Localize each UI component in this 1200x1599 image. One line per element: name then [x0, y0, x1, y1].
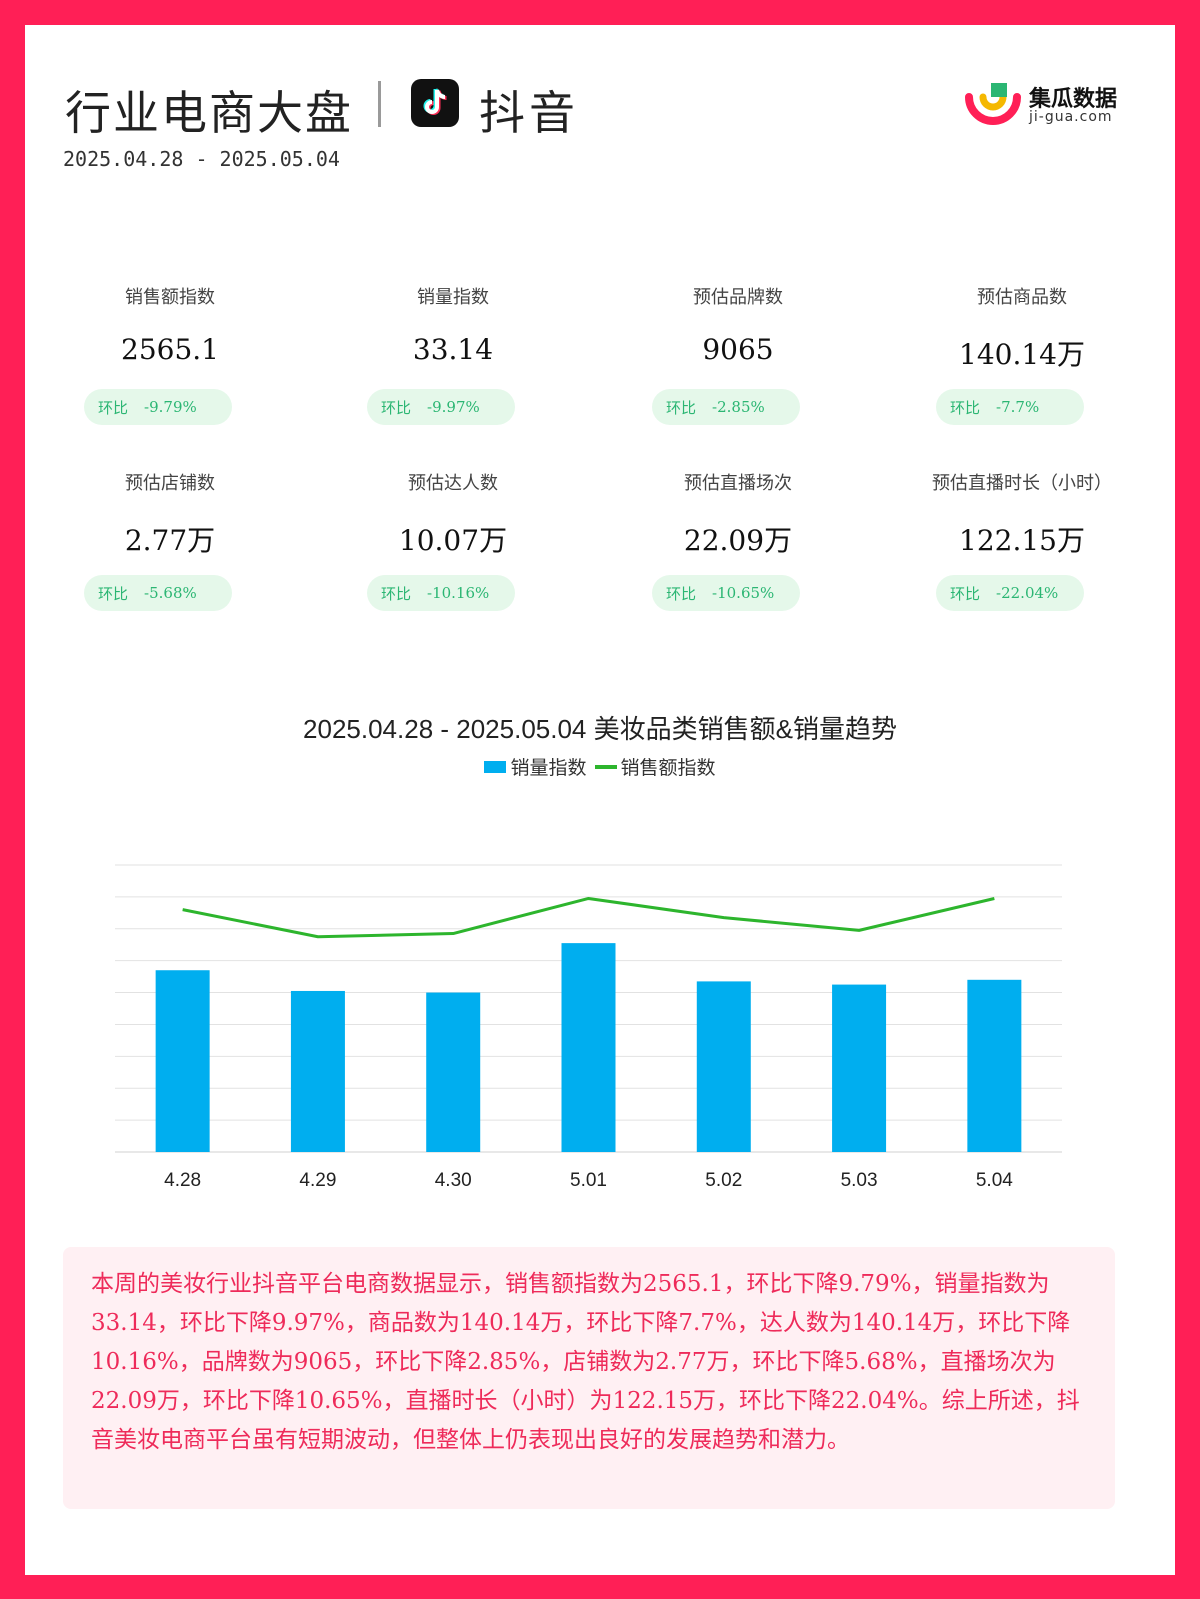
stat-card: 预估直播时长（小时） 122.15万 环比 -22.04% [877, 471, 1167, 621]
x-tick-label: 4.30 [435, 1170, 472, 1191]
x-tick-label: 5.03 [841, 1170, 878, 1191]
legend-label: 销量指数 [510, 758, 587, 779]
stat-value: 10.07万 [398, 524, 508, 557]
change-label: 环比 [98, 398, 129, 417]
change-badge: 环比 -10.16% [367, 575, 515, 611]
logo-url: ji-gua.com [1029, 109, 1113, 125]
bar [290, 990, 345, 1152]
stat-value: 9065 [702, 333, 774, 366]
date-range: 2025.04.28 - 2025.05.04 [63, 147, 340, 171]
stat-card: 预估商品数 140.14万 环比 -7.7% [877, 285, 1167, 435]
stat-value: 122.15万 [959, 524, 1085, 557]
stat-label: 预估直播时长（小时） [932, 473, 1112, 494]
change-label: 环比 [98, 584, 129, 603]
stat-label: 预估商品数 [977, 287, 1067, 308]
stat-card: 销售额指数 2565.1 环比 -9.79% [25, 285, 315, 435]
stat-label: 预估店铺数 [125, 473, 215, 494]
logo-name: 集瓜数据 [1029, 87, 1118, 112]
change-badge: 环比 -22.04% [936, 575, 1084, 611]
change-value: -22.04% [996, 584, 1059, 602]
legend-item-volume: 销量指数 [484, 753, 587, 780]
bar [561, 943, 616, 1152]
legend-label: 销售额指数 [620, 758, 716, 779]
change-value: -2.85% [712, 398, 765, 416]
stat-value: 2565.1 [121, 333, 219, 366]
x-tick-label: 4.29 [299, 1170, 336, 1191]
x-tick-label: 5.02 [705, 1170, 742, 1191]
change-badge: 环比 -7.7% [936, 389, 1084, 425]
summary-text: 本周的美妆行业抖音平台电商数据显示，销售额指数为2565.1，环比下降9.79%… [63, 1247, 1115, 1509]
douyin-logo-icon [411, 79, 459, 127]
change-label: 环比 [666, 398, 697, 417]
legend-item-sales: 销售额指数 [594, 753, 716, 780]
change-label: 环比 [666, 584, 697, 603]
stat-label: 销量指数 [417, 287, 489, 308]
x-tick-label: 5.01 [570, 1170, 607, 1191]
x-tick-label: 4.28 [164, 1170, 201, 1191]
change-label: 环比 [381, 398, 412, 417]
stat-value: 33.14 [412, 333, 494, 366]
bar [967, 979, 1022, 1152]
sales-line [182, 896, 995, 939]
stat-card: 预估品牌数 9065 环比 -2.85% [593, 285, 883, 435]
x-tick-label: 5.04 [976, 1170, 1013, 1191]
change-value: -10.65% [712, 584, 775, 602]
stat-value: 2.77万 [124, 524, 216, 557]
page-title: 行业电商大盘 [65, 86, 353, 140]
title-divider [378, 81, 381, 127]
bar [426, 992, 481, 1152]
trend-chart: 4.28 4.29 4.30 5.01 5.02 5.03 5.04 [115, 864, 1062, 1191]
stat-label: 预估直播场次 [684, 473, 792, 494]
stat-value: 22.09万 [683, 524, 793, 557]
change-label: 环比 [950, 398, 981, 417]
stat-card: 预估达人数 10.07万 环比 -10.16% [308, 471, 598, 621]
change-badge: 环比 -5.68% [84, 575, 232, 611]
change-value: -5.68% [144, 584, 197, 602]
change-badge: 环比 -10.65% [652, 575, 800, 611]
bar [832, 984, 887, 1152]
legend-swatch-bar [484, 760, 507, 773]
report-card: 行业电商大盘 抖音 2025.04.28 - 2025.05.04 集瓜数据 j… [25, 25, 1175, 1575]
stat-value: 140.14万 [959, 338, 1085, 371]
platform-name: 抖音 [479, 86, 579, 140]
stat-card: 销量指数 33.14 环比 -9.97% [308, 285, 598, 435]
legend-swatch-line [594, 764, 617, 769]
change-badge: 环比 -2.85% [652, 389, 800, 425]
stat-label: 预估品牌数 [693, 287, 783, 308]
change-value: -9.97% [427, 398, 480, 416]
chart-legend: 销量指数 销售额指数 [25, 753, 1175, 780]
jigua-logo-icon [965, 83, 1021, 125]
stat-label: 预估达人数 [408, 473, 498, 494]
change-label: 环比 [950, 584, 981, 603]
change-badge: 环比 -9.97% [367, 389, 515, 425]
change-value: -10.16% [427, 584, 490, 602]
chart-title: 2025.04.28 - 2025.05.04 美妆品类销售额&销量趋势 [303, 714, 897, 744]
stat-card: 预估店铺数 2.77万 环比 -5.68% [25, 471, 315, 621]
bar [696, 981, 751, 1152]
change-badge: 环比 -9.79% [84, 389, 232, 425]
change-value: -9.79% [144, 398, 197, 416]
change-value: -7.7% [996, 398, 1040, 416]
stat-label: 销售额指数 [125, 287, 215, 308]
stat-card: 预估直播场次 22.09万 环比 -10.65% [593, 471, 883, 621]
bar [155, 970, 210, 1152]
change-label: 环比 [381, 584, 412, 603]
